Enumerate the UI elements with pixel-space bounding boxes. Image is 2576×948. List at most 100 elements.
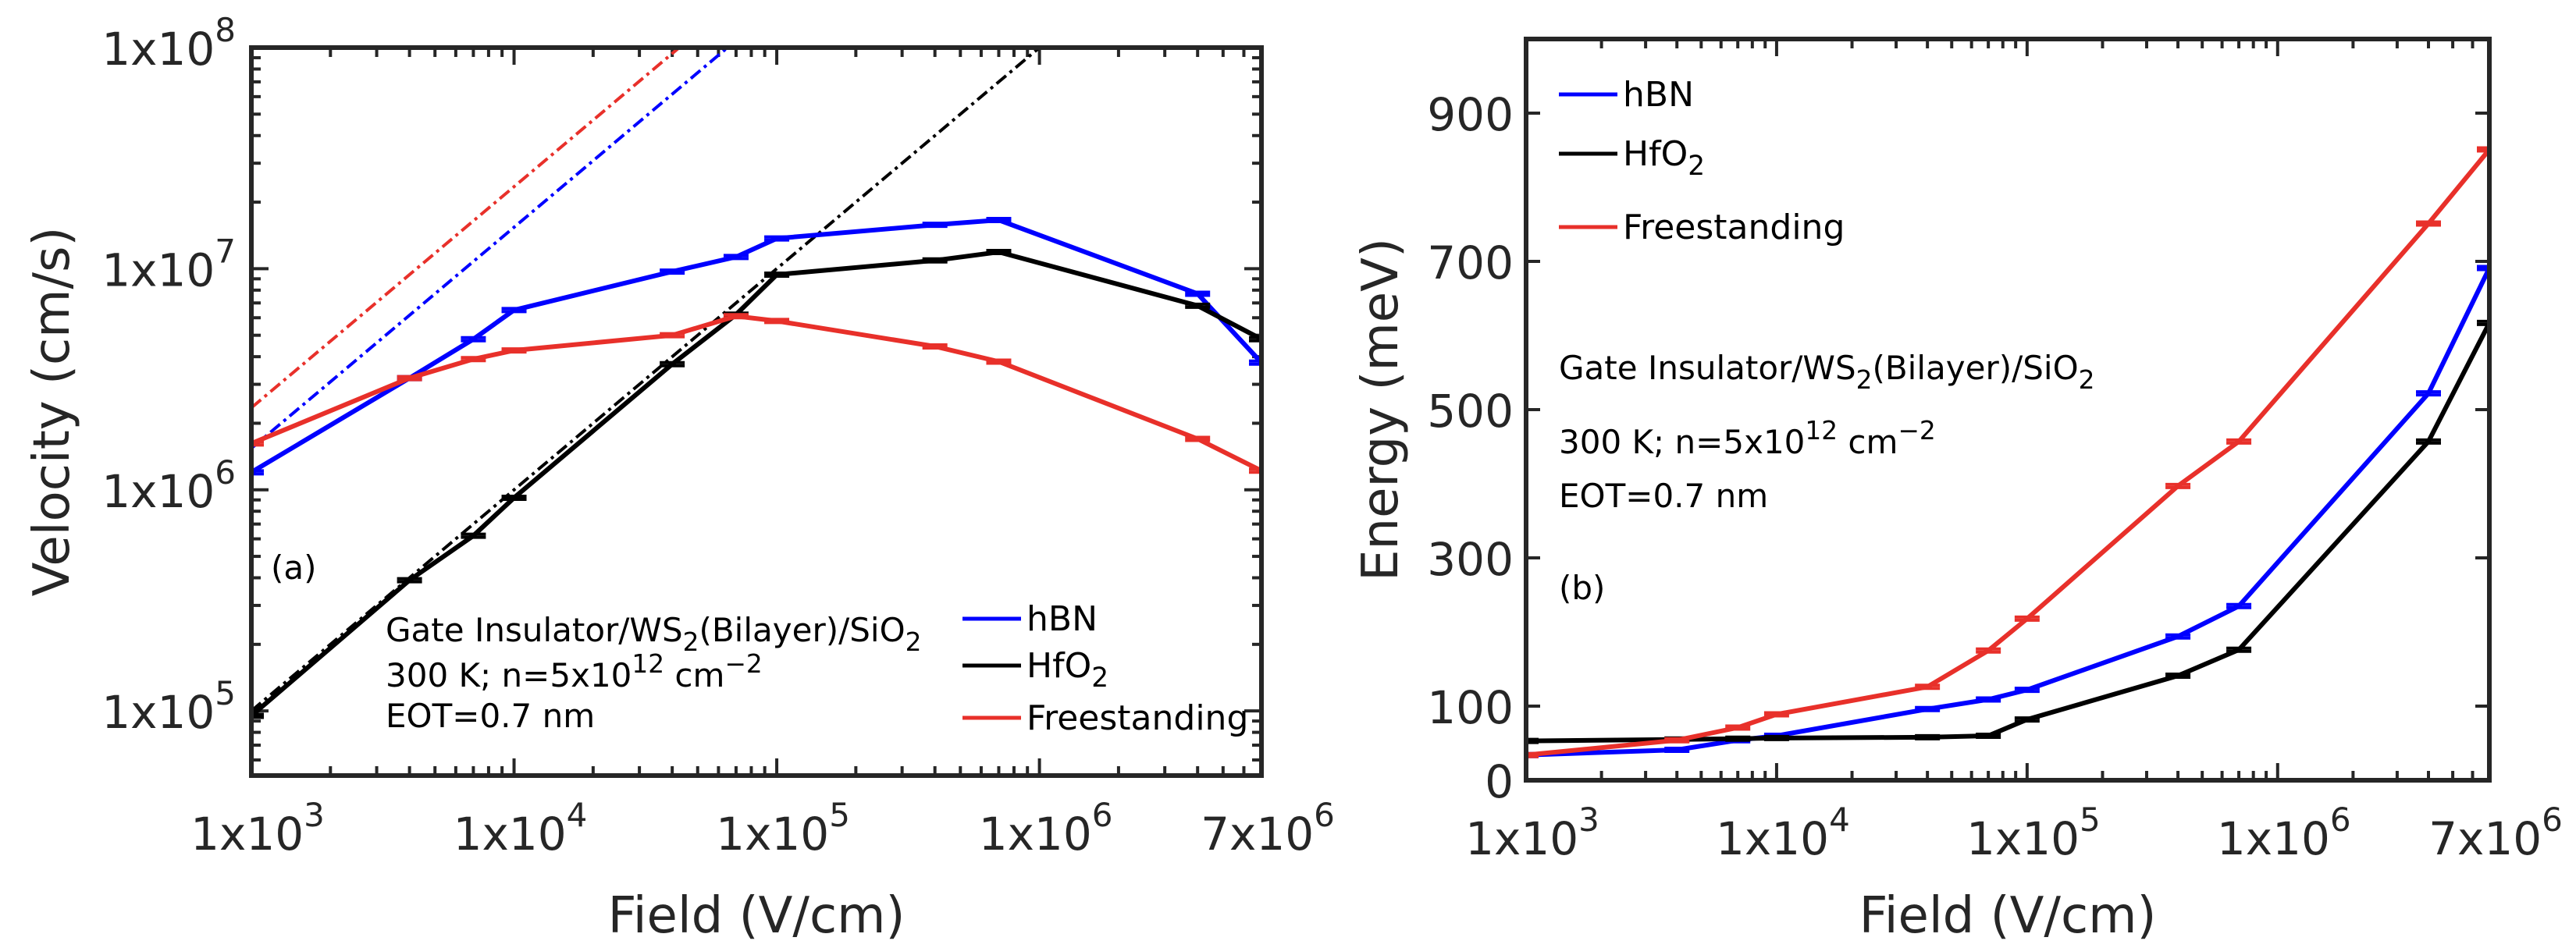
legend-label: HfO2 (1026, 646, 1108, 694)
data-point (513, 350, 515, 352)
tick-base: 1x10 (101, 686, 215, 739)
supscript: 12 (632, 649, 664, 679)
series-line-freestanding (251, 314, 1261, 473)
legend-label: Freestanding (1026, 698, 1248, 738)
data-point (735, 256, 737, 258)
low-field-fit-line-freestanding (251, 48, 681, 410)
data-point (1737, 726, 1739, 729)
data-point (2177, 675, 2179, 677)
panel-label: (b) (1559, 569, 1605, 607)
tick-base: 1x10 (2217, 812, 2330, 865)
text-run: hBN (1026, 599, 1098, 639)
tick-exponent: 5 (215, 674, 236, 712)
y-axis-title: Energy (meV) (1352, 238, 1410, 581)
data-point (408, 377, 411, 379)
data-point (776, 320, 778, 322)
y-tick-label: 1x105 (101, 674, 236, 739)
legend-label: Freestanding (1623, 208, 1845, 247)
annotation-line: EOT=0.7 nm (1559, 477, 1768, 515)
low-field-fit-line-hfo2 (251, 48, 1041, 712)
tick-base: 1x10 (979, 808, 1092, 861)
data-point (2238, 605, 2240, 607)
data-point (2428, 392, 2430, 395)
data-point (1775, 737, 1777, 739)
legend: hBN HfO2 Freestanding (1559, 75, 1845, 247)
x-tick-label: 1x106 (2217, 801, 2351, 865)
data-point (934, 259, 936, 261)
tick-exponent: 6 (2542, 801, 2563, 839)
tick-exponent: 5 (2080, 801, 2101, 839)
text-run: cm (1838, 423, 1898, 461)
data-point (1676, 739, 1678, 741)
data-point (2238, 440, 2240, 442)
tick-exponent: 4 (1829, 801, 1850, 839)
legend-label: hBN (1026, 599, 1098, 639)
text-run: Gate Insulator/WS (1559, 349, 1856, 387)
data-point (513, 309, 515, 311)
axes-frame (1524, 37, 2492, 783)
data-point (998, 219, 1000, 222)
data-point (472, 358, 475, 360)
data-point (2428, 222, 2430, 225)
text-run: (Bilayer)/SiO (1872, 349, 2078, 387)
annotation-line: EOT=0.7 nm (386, 697, 595, 735)
tick-base: 1x10 (101, 23, 215, 76)
data-point (1927, 708, 1929, 710)
subscript: 2 (1688, 151, 1705, 182)
text-run: EOT=0.7 nm (1559, 477, 1768, 515)
tick-base: 1x10 (1966, 812, 2080, 865)
y-tick-label: 1x106 (101, 453, 236, 518)
tick-exponent: 6 (1092, 796, 1113, 834)
subscript: 2 (906, 627, 922, 657)
low-field-fit-line-hbn (251, 48, 729, 450)
y-tick-label: 700 (1427, 236, 1514, 289)
annotation-line: Gate Insulator/WS2(Bilayer)/SiO2 (1559, 349, 2094, 395)
y-tick-label: 100 (1427, 681, 1514, 734)
subscript: 2 (1091, 662, 1108, 694)
supscript: 12 (1805, 416, 1838, 446)
tick-exponent: 7 (215, 232, 236, 270)
data-point (1197, 304, 1199, 307)
subscript: 2 (1856, 365, 1873, 395)
data-point (934, 224, 936, 226)
data-point (1927, 686, 1929, 688)
text-run: HfO (1026, 646, 1091, 686)
supscript: −2 (1898, 416, 1935, 446)
data-point (472, 338, 475, 340)
data-point (2238, 648, 2240, 651)
y-tick-label: 1x108 (101, 11, 236, 76)
data-point (1987, 698, 1990, 701)
x-tick-label: 1x105 (716, 796, 850, 861)
tick-base: 1x10 (1716, 812, 1829, 865)
text-run: Freestanding (1026, 698, 1248, 738)
data-point (1775, 713, 1777, 715)
plot-area (251, 48, 1261, 719)
data-point (1737, 737, 1739, 740)
data-point (1987, 649, 1990, 652)
y-tick-label: 300 (1427, 533, 1514, 586)
tick-base: 1x10 (1465, 812, 1578, 865)
y-tick-label: 500 (1427, 385, 1514, 438)
text-run: Freestanding (1623, 208, 1845, 247)
panel-b-energy-chart: 1x103 1x104 1x105 1x106 7x106010030050070090… (1352, 37, 2563, 945)
tick-base: 1x10 (101, 465, 215, 518)
y-axis-title: Velocity (cm/s) (23, 227, 81, 597)
x-axis-title: Field (V/cm) (608, 887, 906, 945)
data-point (513, 497, 515, 499)
text-run: EOT=0.7 nm (386, 697, 595, 735)
data-point (2026, 689, 2028, 691)
tick-base: 1x10 (454, 808, 567, 861)
text-run: 300 K; n=5x10 (1559, 423, 1805, 461)
tick-exponent: 4 (567, 796, 588, 834)
x-axis-title: Field (V/cm) (1859, 887, 2157, 945)
plot-area (1526, 146, 2489, 758)
tick-exponent: 5 (829, 796, 850, 834)
tick-exponent: 6 (2330, 801, 2351, 839)
tick-base: 1x10 (101, 243, 215, 296)
text-run: HfO (1623, 134, 1688, 174)
subscript: 2 (2079, 365, 2095, 395)
data-point (2177, 485, 2179, 487)
data-point (1197, 293, 1199, 295)
data-point (934, 346, 936, 348)
data-point (1676, 749, 1678, 751)
